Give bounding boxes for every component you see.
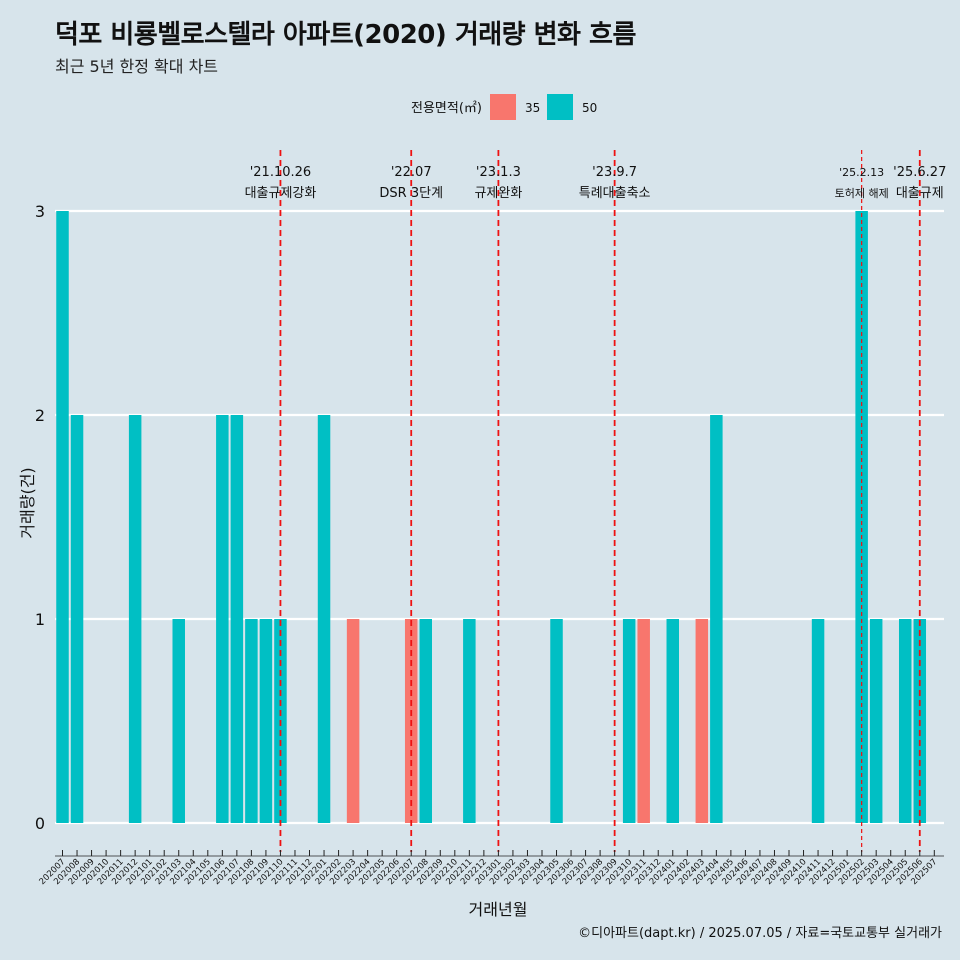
bar-50-202007: [56, 211, 69, 823]
bar-50-202404: [710, 415, 723, 823]
bar-50-202103: [172, 619, 185, 823]
bar-35-202403: [695, 619, 709, 823]
bar-50-202106: [216, 415, 229, 823]
legend-label-35: 35: [525, 101, 540, 115]
chart-subtitle: 최근 5년 한정 확대 차트: [55, 57, 219, 76]
legend-label-50: 50: [582, 101, 597, 115]
bar-50-202108: [245, 619, 258, 823]
bar-50-202310: [622, 619, 636, 823]
bar-35-202311: [637, 619, 650, 823]
bar-50-202503: [869, 619, 883, 823]
event-date: '23.9.7: [592, 165, 637, 180]
gridlines: [55, 209, 944, 825]
bar-50-202505: [898, 619, 912, 823]
y-tick-label: 3: [35, 202, 45, 221]
bars: [56, 211, 927, 823]
y-axis-label: 거래량(건): [18, 467, 37, 538]
event-date: '22.07: [391, 165, 432, 180]
bar-50-202201: [317, 415, 331, 823]
event-markers: '21.10.26 대출규제강화 '22.07 DSR 3단계 '23.1.3 규제완화 '…: [245, 150, 946, 852]
bar-50-202401: [666, 619, 680, 823]
y-tick-label: 2: [35, 406, 45, 425]
bar-50-202107: [230, 415, 244, 823]
bar-50-202411: [811, 619, 825, 823]
legend-swatch-35: [490, 94, 516, 120]
event-label: 토허제 해제: [835, 186, 889, 200]
x-axis: 2020072020082020092020102020112020122021…: [38, 850, 944, 887]
event-label: 규제완화: [474, 186, 522, 201]
y-tick-label: 0: [35, 814, 45, 833]
event-label: DSR 3단계: [379, 186, 443, 201]
bar-50-202211: [463, 619, 476, 823]
event-label: 특례대출축소: [579, 186, 651, 201]
bar-50-202109: [259, 619, 273, 823]
event-date: '23.1.3: [476, 165, 521, 180]
source-caption: ©디아파트(dapt.kr) / 2025.07.05 / 자료=국토교통부 실…: [578, 926, 942, 941]
bar-50-202012: [128, 415, 142, 823]
event-label: 대출규제: [896, 186, 944, 201]
event-date: '21.10.26: [250, 165, 311, 180]
legend: 전용면적(㎡) 35 50: [411, 94, 597, 120]
chart-title: 덕포 비룡벨로스텔라 아파트(2020) 거래량 변화 흐름: [55, 20, 636, 50]
bar-35-202203: [346, 619, 360, 823]
y-axis: 0 1 2 3: [35, 202, 45, 833]
x-axis-label: 거래년월: [469, 900, 528, 919]
legend-title: 전용면적(㎡): [411, 101, 482, 116]
bar-50-202305: [550, 619, 563, 823]
bar-50-202008: [70, 415, 84, 823]
bar-50-202208: [419, 619, 432, 823]
event-date: '25.2.13: [839, 166, 884, 179]
y-tick-label: 1: [35, 610, 45, 629]
legend-swatch-50: [547, 94, 573, 120]
event-label: 대출규제강화: [245, 186, 317, 201]
event-date: '25.6.27: [893, 165, 946, 180]
